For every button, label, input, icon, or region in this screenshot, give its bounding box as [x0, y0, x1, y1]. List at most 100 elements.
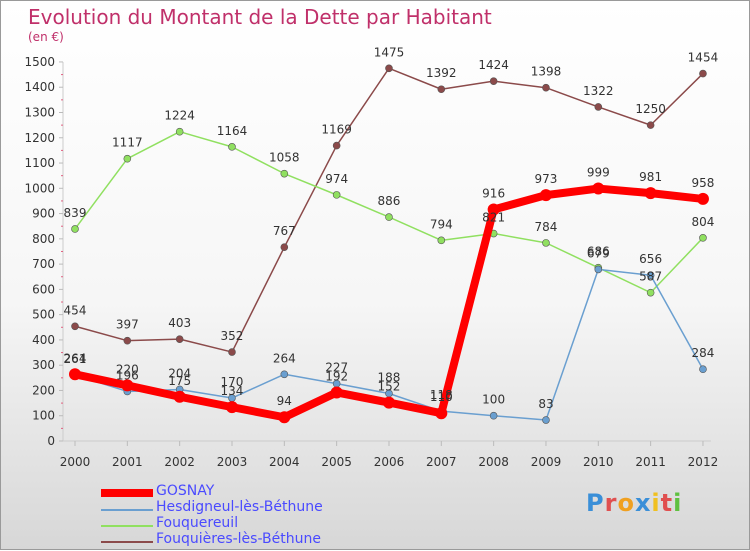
- data-point: [487, 203, 500, 216]
- data-label: 656: [639, 252, 662, 266]
- y-tick-label: 100: [32, 409, 55, 423]
- data-point: [228, 143, 236, 151]
- y-tick-label: 200: [32, 383, 55, 397]
- legend-label: Hesdigneul-lès-Béthune: [156, 499, 323, 515]
- data-label: 794: [430, 217, 453, 231]
- data-point: [280, 169, 289, 178]
- y-tick-label: 700: [32, 257, 55, 271]
- data-point: [123, 154, 132, 163]
- data-point: [175, 335, 184, 343]
- data-label: 1250: [635, 102, 666, 116]
- data-label: 1058: [269, 151, 300, 165]
- data-label: 110: [430, 390, 453, 404]
- data-point: [330, 386, 343, 399]
- y-tick-label: 1200: [24, 131, 55, 145]
- data-label: 192: [325, 369, 348, 383]
- data-label: 134: [221, 384, 244, 398]
- data-label: 767: [273, 224, 296, 238]
- y-tick-label: 1400: [24, 80, 55, 94]
- data-point: [123, 336, 132, 345]
- chart-unit: (en €): [28, 30, 64, 44]
- data-point: [437, 236, 446, 245]
- data-label: 94: [277, 394, 292, 408]
- data-point: [594, 265, 603, 274]
- data-label: 1224: [164, 109, 195, 123]
- data-label: 821: [482, 211, 505, 225]
- data-point: [699, 69, 707, 78]
- data-label: 188: [378, 370, 401, 384]
- data-label: 152: [378, 380, 401, 394]
- legend-label: GOSNAY: [156, 483, 215, 499]
- legend-swatch: [101, 509, 153, 511]
- data-label: 1322: [583, 84, 614, 98]
- data-label: 204: [168, 366, 191, 380]
- data-point: [539, 189, 552, 202]
- data-point: [542, 83, 550, 92]
- data-point: [382, 396, 395, 409]
- data-label: 264: [273, 351, 296, 365]
- y-tick-label: 900: [32, 207, 55, 221]
- x-tick-label: 2002: [164, 455, 195, 469]
- data-label: 1454: [688, 51, 719, 65]
- data-label: 454: [64, 303, 87, 317]
- data-point: [71, 322, 79, 331]
- data-point: [225, 401, 238, 414]
- data-point: [385, 213, 393, 221]
- data-point: [646, 271, 655, 280]
- data-label: 958: [692, 176, 715, 190]
- x-tick-label: 2001: [112, 455, 143, 469]
- data-point: [646, 288, 655, 297]
- data-label: 397: [116, 318, 139, 332]
- data-label: 1117: [112, 136, 143, 150]
- data-point: [699, 365, 707, 374]
- data-label: 227: [325, 361, 348, 375]
- x-tick-label: 2006: [374, 455, 405, 469]
- data-label: 1164: [217, 124, 248, 138]
- data-point: [542, 416, 550, 424]
- x-tick-label: 2008: [478, 455, 509, 469]
- data-label: 886: [378, 194, 401, 208]
- data-label: 170: [221, 375, 244, 389]
- y-tick-label: 0: [47, 434, 55, 448]
- legend-swatch: [101, 525, 153, 527]
- data-point: [696, 192, 709, 205]
- data-label: 679: [587, 246, 610, 260]
- x-tick-label: 2007: [426, 455, 457, 469]
- data-point: [644, 187, 657, 200]
- data-point: [280, 243, 289, 251]
- data-label: 1398: [531, 65, 562, 79]
- data-label: 981: [639, 170, 662, 184]
- data-label: 196: [116, 368, 139, 382]
- data-label: 686: [587, 245, 610, 259]
- data-label: 284: [692, 346, 715, 360]
- legend-label: Fouquereuil: [156, 515, 239, 531]
- y-tick-label: 1300: [24, 105, 55, 119]
- data-label: 220: [116, 362, 139, 376]
- x-tick-label: 2010: [583, 455, 614, 469]
- data-point: [435, 407, 448, 420]
- x-tick-label: 2012: [688, 455, 719, 469]
- chart-title: Evolution du Montant de la Dette par Hab…: [28, 5, 492, 29]
- data-point: [173, 390, 186, 403]
- data-label: 784: [535, 220, 558, 234]
- data-point: [69, 368, 81, 381]
- data-label: 804: [692, 215, 715, 229]
- data-label: 83: [538, 397, 553, 411]
- series-line-2: [74, 130, 704, 294]
- data-label: 403: [168, 316, 191, 330]
- data-label: 1392: [426, 66, 457, 80]
- data-label: 1424: [478, 58, 509, 72]
- x-tick-label: 2004: [269, 455, 300, 469]
- proxiti-logo: Proxiti: [586, 489, 683, 517]
- data-label: 587: [639, 270, 662, 284]
- y-tick-label: 400: [32, 333, 55, 347]
- y-tick-label: 600: [32, 282, 55, 296]
- y-tick-label: 800: [32, 232, 55, 246]
- y-tick-label: 1500: [24, 55, 55, 69]
- y-tick-label: 1000: [24, 181, 55, 195]
- legend-swatch: [101, 541, 153, 543]
- data-label: 973: [535, 172, 558, 186]
- data-label: 916: [482, 187, 505, 201]
- y-tick-label: 500: [32, 308, 55, 322]
